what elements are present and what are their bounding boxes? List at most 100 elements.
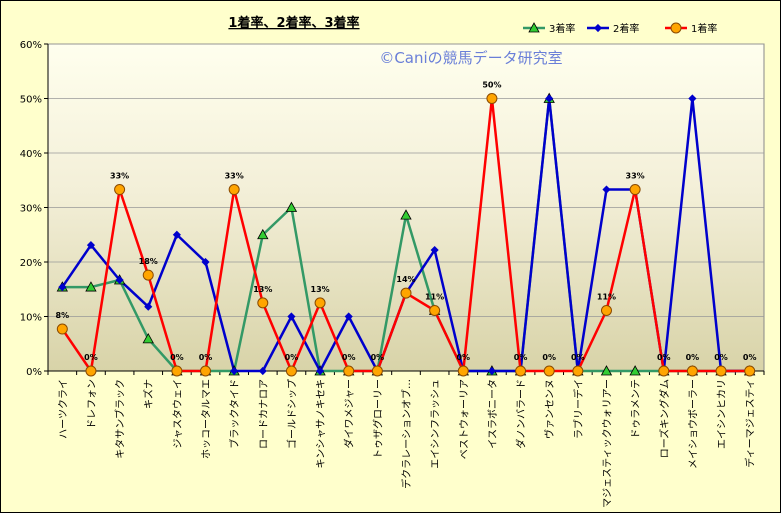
data-point-1着率 [486,93,498,104]
data-label: 13% [253,285,272,294]
data-point-2着率 [602,185,611,194]
data-point-2着率 [172,230,181,239]
x-tick-label: イスラボニータ [487,379,499,449]
data-label: 0% [199,353,213,362]
x-tick-label: キタサンブラック [114,379,127,459]
x-tick-label: エイシンヒカリ [716,379,728,449]
data-point-2着率 [545,94,554,103]
data-point-3着率 [400,209,412,220]
data-point-2着率 [258,366,267,376]
data-label: 11% [597,293,616,302]
data-label: 18% [139,257,158,266]
data-point-1着率 [658,365,670,377]
x-tick-label: ゴールドシップ [285,379,298,449]
data-point-2着率 [688,94,697,103]
data-point-3着率 [600,365,613,376]
x-tick-label: ハーツクライ [57,379,69,439]
watermark-text: ©Caniの競馬データ研究室 [379,49,562,67]
data-point-1着率 [56,323,68,335]
x-tick-label: メイショウボーラー [687,379,699,469]
data-point-1着率 [429,305,441,317]
data-label: 0% [371,353,385,362]
y-tick-label: 40% [20,149,42,160]
data-point-3着率 [142,333,154,344]
data-label: 0% [342,353,356,362]
data-label: 13% [311,285,330,294]
data-point-2着率 [230,366,239,376]
data-point-2着率 [487,366,496,376]
data-point-1着率 [257,297,269,309]
x-tick-label: ディーマジェスティ [744,379,757,468]
x-tick-label: ヴァンセンヌ [543,379,556,439]
x-tick-label: デクラレーションオブ… [400,379,413,489]
data-point-1着率 [371,365,383,377]
x-axis: ハーツクライ ドレフォン キタサンブラック キズナ ジャスタウェイ ホッコータルマエ ブラッ… [47,370,765,508]
data-point-1着率 [400,287,412,299]
data-label: 0% [657,353,671,362]
x-tick-label: キンシャサノキセキ [315,379,327,469]
data-label: 0% [514,353,528,362]
y-axis: 0% 10% 20% 30% 40% 50% 60% [20,40,49,378]
y-tick-label: 60% [20,40,42,51]
legend-label: 1着率 [691,22,717,35]
data-point-1着率 [114,184,126,196]
data-point-1着率 [629,184,641,196]
data-label: 50% [482,81,501,90]
data-point-1着率 [686,365,698,377]
x-tick-label: マジェスティックウォリアー [601,379,613,508]
data-point-2着率 [86,241,96,250]
legend-marker [528,22,540,33]
data-point-1着率 [543,365,555,377]
data-point-3着率 [285,201,298,212]
data-label: 33% [110,172,129,181]
x-tick-label: キズナ [142,379,155,409]
x-tick-label: ダノンバラード [515,379,528,449]
x-tick-label: ドレフォン [87,379,98,429]
data-point-1着率 [171,365,183,377]
data-point-3着率 [629,365,641,376]
data-point-1着率 [314,297,326,309]
data-point-1着率 [142,269,154,281]
data-label: 0% [285,353,299,362]
data-point-2着率 [144,302,153,311]
y-tick-label: 0% [26,367,42,378]
x-tick-label: ローズキングダム [658,379,671,458]
data-label: 11% [425,293,444,302]
x-tick-label: ベストウォーリア [458,379,470,459]
data-label: 0% [714,353,728,362]
data-point-1着率 [600,305,612,317]
data-point-3着率 [85,281,97,292]
data-point-2着率 [58,283,67,292]
data-label: 0% [456,353,470,362]
legend: 3着率 2着率 1着率 [523,22,717,35]
data-point-1着率 [228,184,240,196]
data-point-1着率 [515,365,527,377]
x-tick-label: エイシンフラッシュ [430,379,442,469]
data-point-2着率 [201,257,210,267]
y-tick-label: 30% [20,204,42,215]
series-markers [56,92,756,377]
data-point-2着率 [115,275,124,285]
legend-marker [593,23,603,33]
data-point-1着率 [343,365,355,377]
x-tick-label: ジャスタウェイ [172,379,184,449]
data-label: 14% [396,275,415,284]
data-label: 0% [84,353,98,362]
x-tick-label: ブラックタイド [228,379,241,449]
y-tick-label: 10% [20,313,42,324]
legend-label: 3着率 [549,22,575,35]
legend-marker [670,22,682,34]
x-tick-label: ラブリーデイ [572,379,585,439]
data-point-1着率 [285,365,297,377]
data-point-2着率 [316,366,325,376]
x-tick-label: トゥザグローリー [371,379,384,459]
y-tick-label: 20% [20,258,42,269]
data-point-2着率 [344,312,353,321]
data-label: 0% [170,353,184,362]
data-label: 33% [225,172,244,181]
data-label: 0% [571,353,585,362]
data-label: 33% [626,172,645,181]
data-point-1着率 [200,365,212,377]
